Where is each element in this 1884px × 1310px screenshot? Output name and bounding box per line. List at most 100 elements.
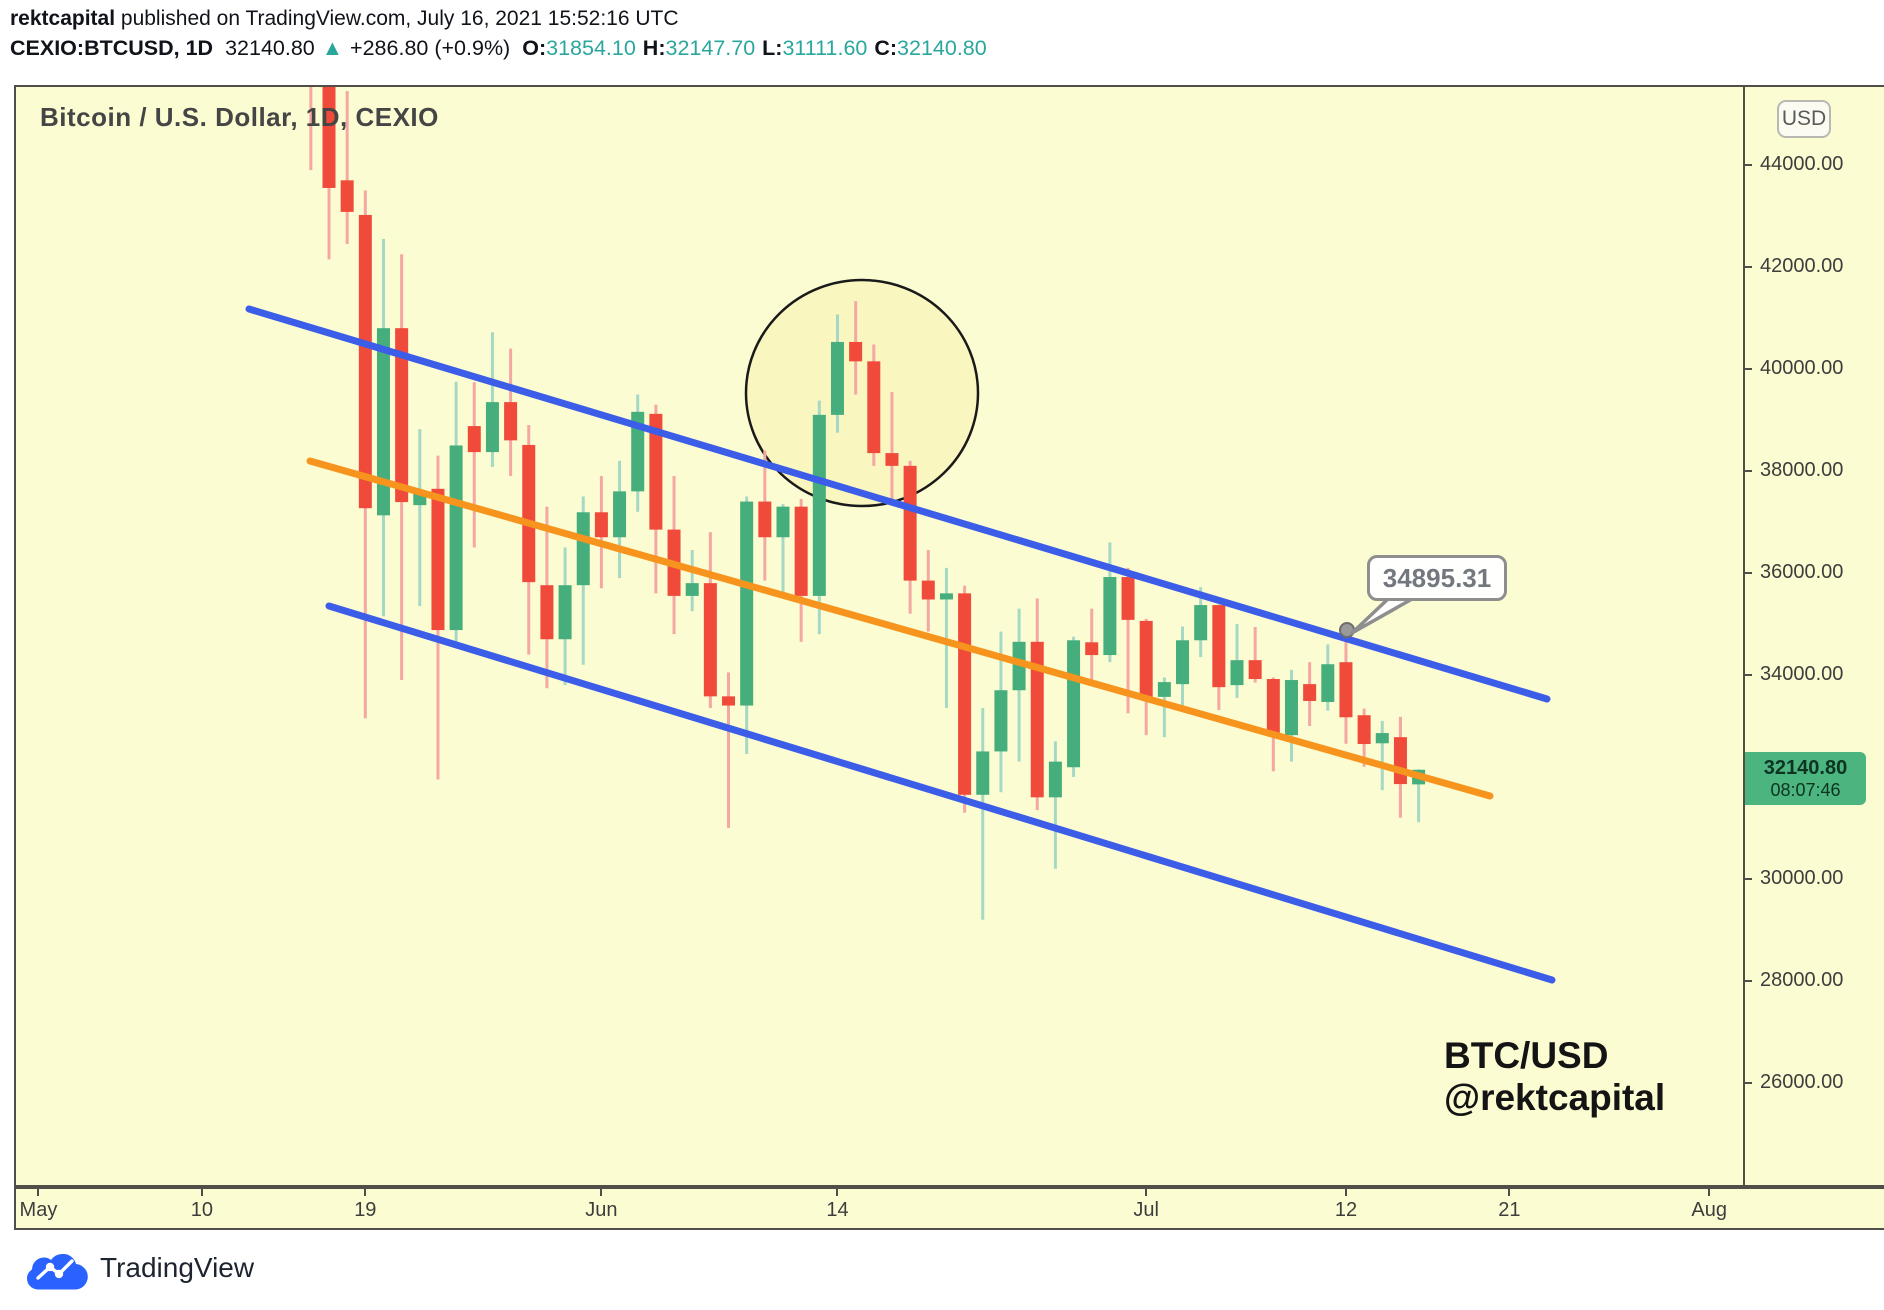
watermark-handle: @rektcapital — [1444, 1077, 1666, 1118]
candle-wick — [418, 429, 422, 607]
candle-wick — [309, 87, 313, 171]
low-value: 31111.60 — [782, 36, 868, 60]
callout-anchor-dot[interactable] — [1339, 622, 1355, 638]
candle-body — [1030, 641, 1044, 798]
candle-body — [703, 583, 717, 697]
close-value: 32140.80 — [897, 36, 987, 60]
candle-body — [1303, 684, 1317, 701]
time-tick-label-19: 19 — [354, 1199, 377, 1221]
time-tick — [836, 1189, 839, 1196]
candle-body — [594, 512, 608, 538]
badge-countdown: 08:07:46 — [1770, 780, 1841, 800]
candle-body — [522, 444, 536, 583]
callout-tail — [1350, 597, 1414, 635]
candle-body — [322, 87, 336, 188]
candle-body — [1393, 737, 1407, 785]
high-label: H: — [642, 36, 666, 60]
time-tick-label-14: 14 — [826, 1199, 849, 1221]
currency-button[interactable]: USD — [1777, 100, 1831, 138]
watermark-symbol: BTC/USD — [1444, 1035, 1609, 1076]
candle-body — [1103, 577, 1117, 656]
price-tick — [1745, 979, 1752, 982]
candle-body — [722, 696, 736, 706]
candle-body — [1212, 605, 1226, 688]
time-axis[interactable]: May 10 19 Jun 14 Jul 12 21 Aug — [14, 1187, 1743, 1230]
candle-body — [631, 411, 645, 492]
time-tick — [1344, 1189, 1347, 1196]
candle-body — [613, 491, 627, 538]
candle-body — [794, 506, 808, 596]
price-tick-label: 26000.00 — [1760, 1070, 1844, 1093]
candle-body — [830, 341, 844, 415]
candle-body — [758, 501, 772, 538]
author-name: rektcapital — [10, 7, 116, 30]
candle-body — [1085, 642, 1099, 656]
candle-body — [540, 585, 554, 640]
price-tick-label: 28000.00 — [1760, 968, 1844, 991]
high-value: 32147.70 — [665, 36, 756, 60]
footer: TradingView — [0, 1230, 1884, 1310]
candle-wick — [490, 332, 494, 467]
price-tick — [1745, 367, 1752, 370]
up-arrow-icon: ▲ — [321, 36, 344, 60]
candle-wick — [345, 91, 349, 245]
candle-wick — [1380, 720, 1384, 791]
symbol-ohlc-row: CEXIO:BTCUSD, 1D 32140.80 ▲ +286.80 (+0.… — [10, 36, 987, 61]
price-tick — [1745, 164, 1752, 166]
price-tick — [1745, 877, 1752, 880]
candle-wick — [1162, 677, 1166, 738]
candle-body — [1230, 660, 1244, 686]
time-tick-label-10: 10 — [190, 1199, 213, 1221]
time-tick-label-21: 21 — [1498, 1199, 1521, 1221]
time-tick — [37, 1189, 40, 1196]
close-label: C: — [874, 36, 898, 60]
trendline-channel-middle[interactable] — [306, 457, 1494, 800]
time-axis-corner — [1743, 1187, 1884, 1230]
price-tick — [1745, 265, 1752, 268]
candle-body — [885, 453, 899, 466]
trendline-channel-bottom[interactable] — [325, 602, 1556, 984]
price-change: +286.80 (+0.9%) — [350, 36, 511, 60]
candle-body — [1176, 640, 1190, 685]
tradingview-logo-icon[interactable] — [26, 1248, 88, 1292]
publish-line: rektcapital published on TradingView.com… — [10, 7, 679, 31]
open-label: O: — [522, 36, 547, 60]
highlight-circle[interactable] — [744, 278, 980, 508]
price-callout[interactable]: 34895.31 — [1367, 555, 1507, 601]
candle-body — [1248, 660, 1262, 680]
time-tick-label-12: 12 — [1334, 1199, 1358, 1221]
price-tick — [1745, 673, 1752, 676]
price-tick-label: 42000.00 — [1760, 254, 1844, 277]
candle-body — [558, 585, 572, 640]
price-tick — [1745, 571, 1752, 574]
candle-wick — [727, 672, 731, 828]
candle-body — [1321, 664, 1335, 702]
candle-wick — [781, 504, 785, 596]
open-value: 31854.10 — [546, 36, 636, 60]
candle-wick — [944, 567, 948, 709]
time-tick — [1508, 1189, 1511, 1196]
candle-body — [812, 414, 826, 596]
trendline-channel-top[interactable] — [245, 305, 1551, 703]
candle-body — [395, 328, 409, 503]
candle-body — [376, 328, 390, 516]
candle-body — [1194, 605, 1208, 641]
price-tick-label: 34000.00 — [1760, 662, 1844, 685]
publish-header: rektcapital published on TradingView.com… — [0, 0, 1884, 85]
candle-body — [685, 583, 699, 596]
candle-body — [1157, 682, 1171, 697]
symbol-name[interactable]: CEXIO:BTCUSD, 1D — [10, 36, 214, 60]
price-axis[interactable]: USD 32140.80 08:07:46 44000.00 42000.00 40… — [1743, 85, 1884, 1187]
candle-wick — [1126, 567, 1130, 714]
candle-body — [485, 402, 499, 453]
candle-body — [994, 690, 1008, 752]
tradingview-brand-text[interactable]: TradingView — [100, 1252, 255, 1283]
candle-wick — [1417, 769, 1421, 823]
candle-body — [903, 465, 917, 581]
time-tick-label-Jun: Jun — [585, 1199, 618, 1221]
candle-body — [1048, 761, 1062, 798]
time-tick — [600, 1189, 603, 1196]
time-tick — [1708, 1189, 1711, 1196]
candle-wick — [1053, 741, 1057, 869]
chart-plot-area[interactable]: Bitcoin / U.S. Dollar, 1D, CEXIO BTC/USD… — [14, 85, 1743, 1187]
